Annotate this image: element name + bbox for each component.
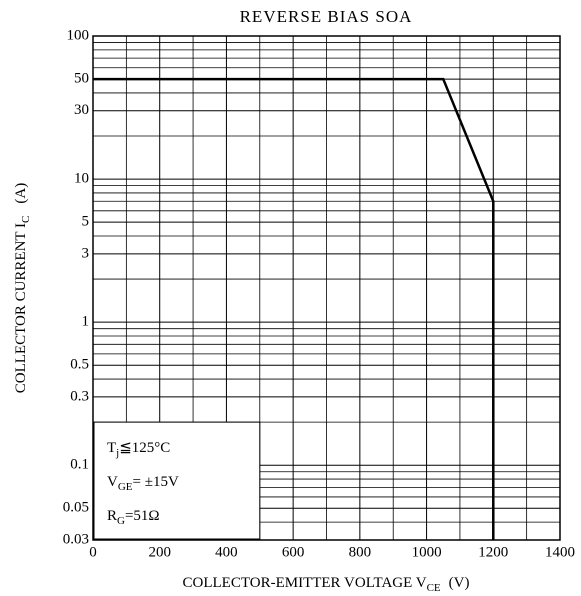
x-tick-label: 1000 [412,544,442,560]
x-tick-label: 0 [89,544,97,560]
annotation-text: ≦125°C [119,441,170,457]
x-axis-label: COLLECTOR-EMITTER VOLTAGE VCE (V) [183,575,470,593]
y-tick-label: 1 [82,314,90,330]
x-tick-label: 800 [349,544,372,560]
x-tick-label: 400 [215,544,238,560]
annotation: Tj≦125°C [107,441,170,459]
y-tick-label: 0.1 [70,457,89,473]
y-axis-label-text: COLLECTOR CURRENT I [13,223,29,393]
annotation-text: R [107,509,117,525]
plot-frame [92,35,561,541]
y-tick-label: 10 [74,171,89,187]
annotation: RG=51Ω [107,509,160,527]
x-tick-label: 1400 [545,544,575,560]
chart-title: REVERSE BIAS SOA [240,7,413,26]
annotation-text: T [107,441,116,457]
y-tick-label: 50 [74,71,89,87]
annotation-sub: j [115,447,119,459]
y-tick-label: 30 [74,102,89,118]
annotation-sub: GE [118,481,133,493]
annotation-text: = ±15V [133,475,179,491]
x-tick-label: 1200 [478,544,508,560]
y-tick-label: 3 [82,245,90,261]
annotation-text: V [107,475,118,491]
annotation: VGE= ±15V [107,475,179,493]
x-axis-label-sub: CE [427,582,441,594]
y-axis-label-sub: C [20,216,32,223]
annotation-text: =51Ω [125,509,160,525]
x-tick-label: 600 [282,544,305,560]
annotation-sub: G [117,515,125,527]
x-axis-label-unit: (V) [449,575,470,591]
y-tick-label: 0.03 [63,531,89,547]
x-axis-label-text: COLLECTOR-EMITTER VOLTAGE V [183,575,427,591]
x-tick-label: 200 [148,544,171,560]
annotation-box [93,421,261,540]
y-axis-label-unit: (A) [13,183,29,204]
series-line [93,77,495,540]
y-tick-label: 0.05 [63,500,89,516]
y-tick-label: 0.5 [70,357,89,373]
y-tick-label: 0.3 [70,388,89,404]
y-tick-label: 100 [67,27,90,43]
y-tick-label: 5 [82,214,90,230]
y-axis-label: COLLECTOR CURRENT IC (A) [13,183,31,393]
